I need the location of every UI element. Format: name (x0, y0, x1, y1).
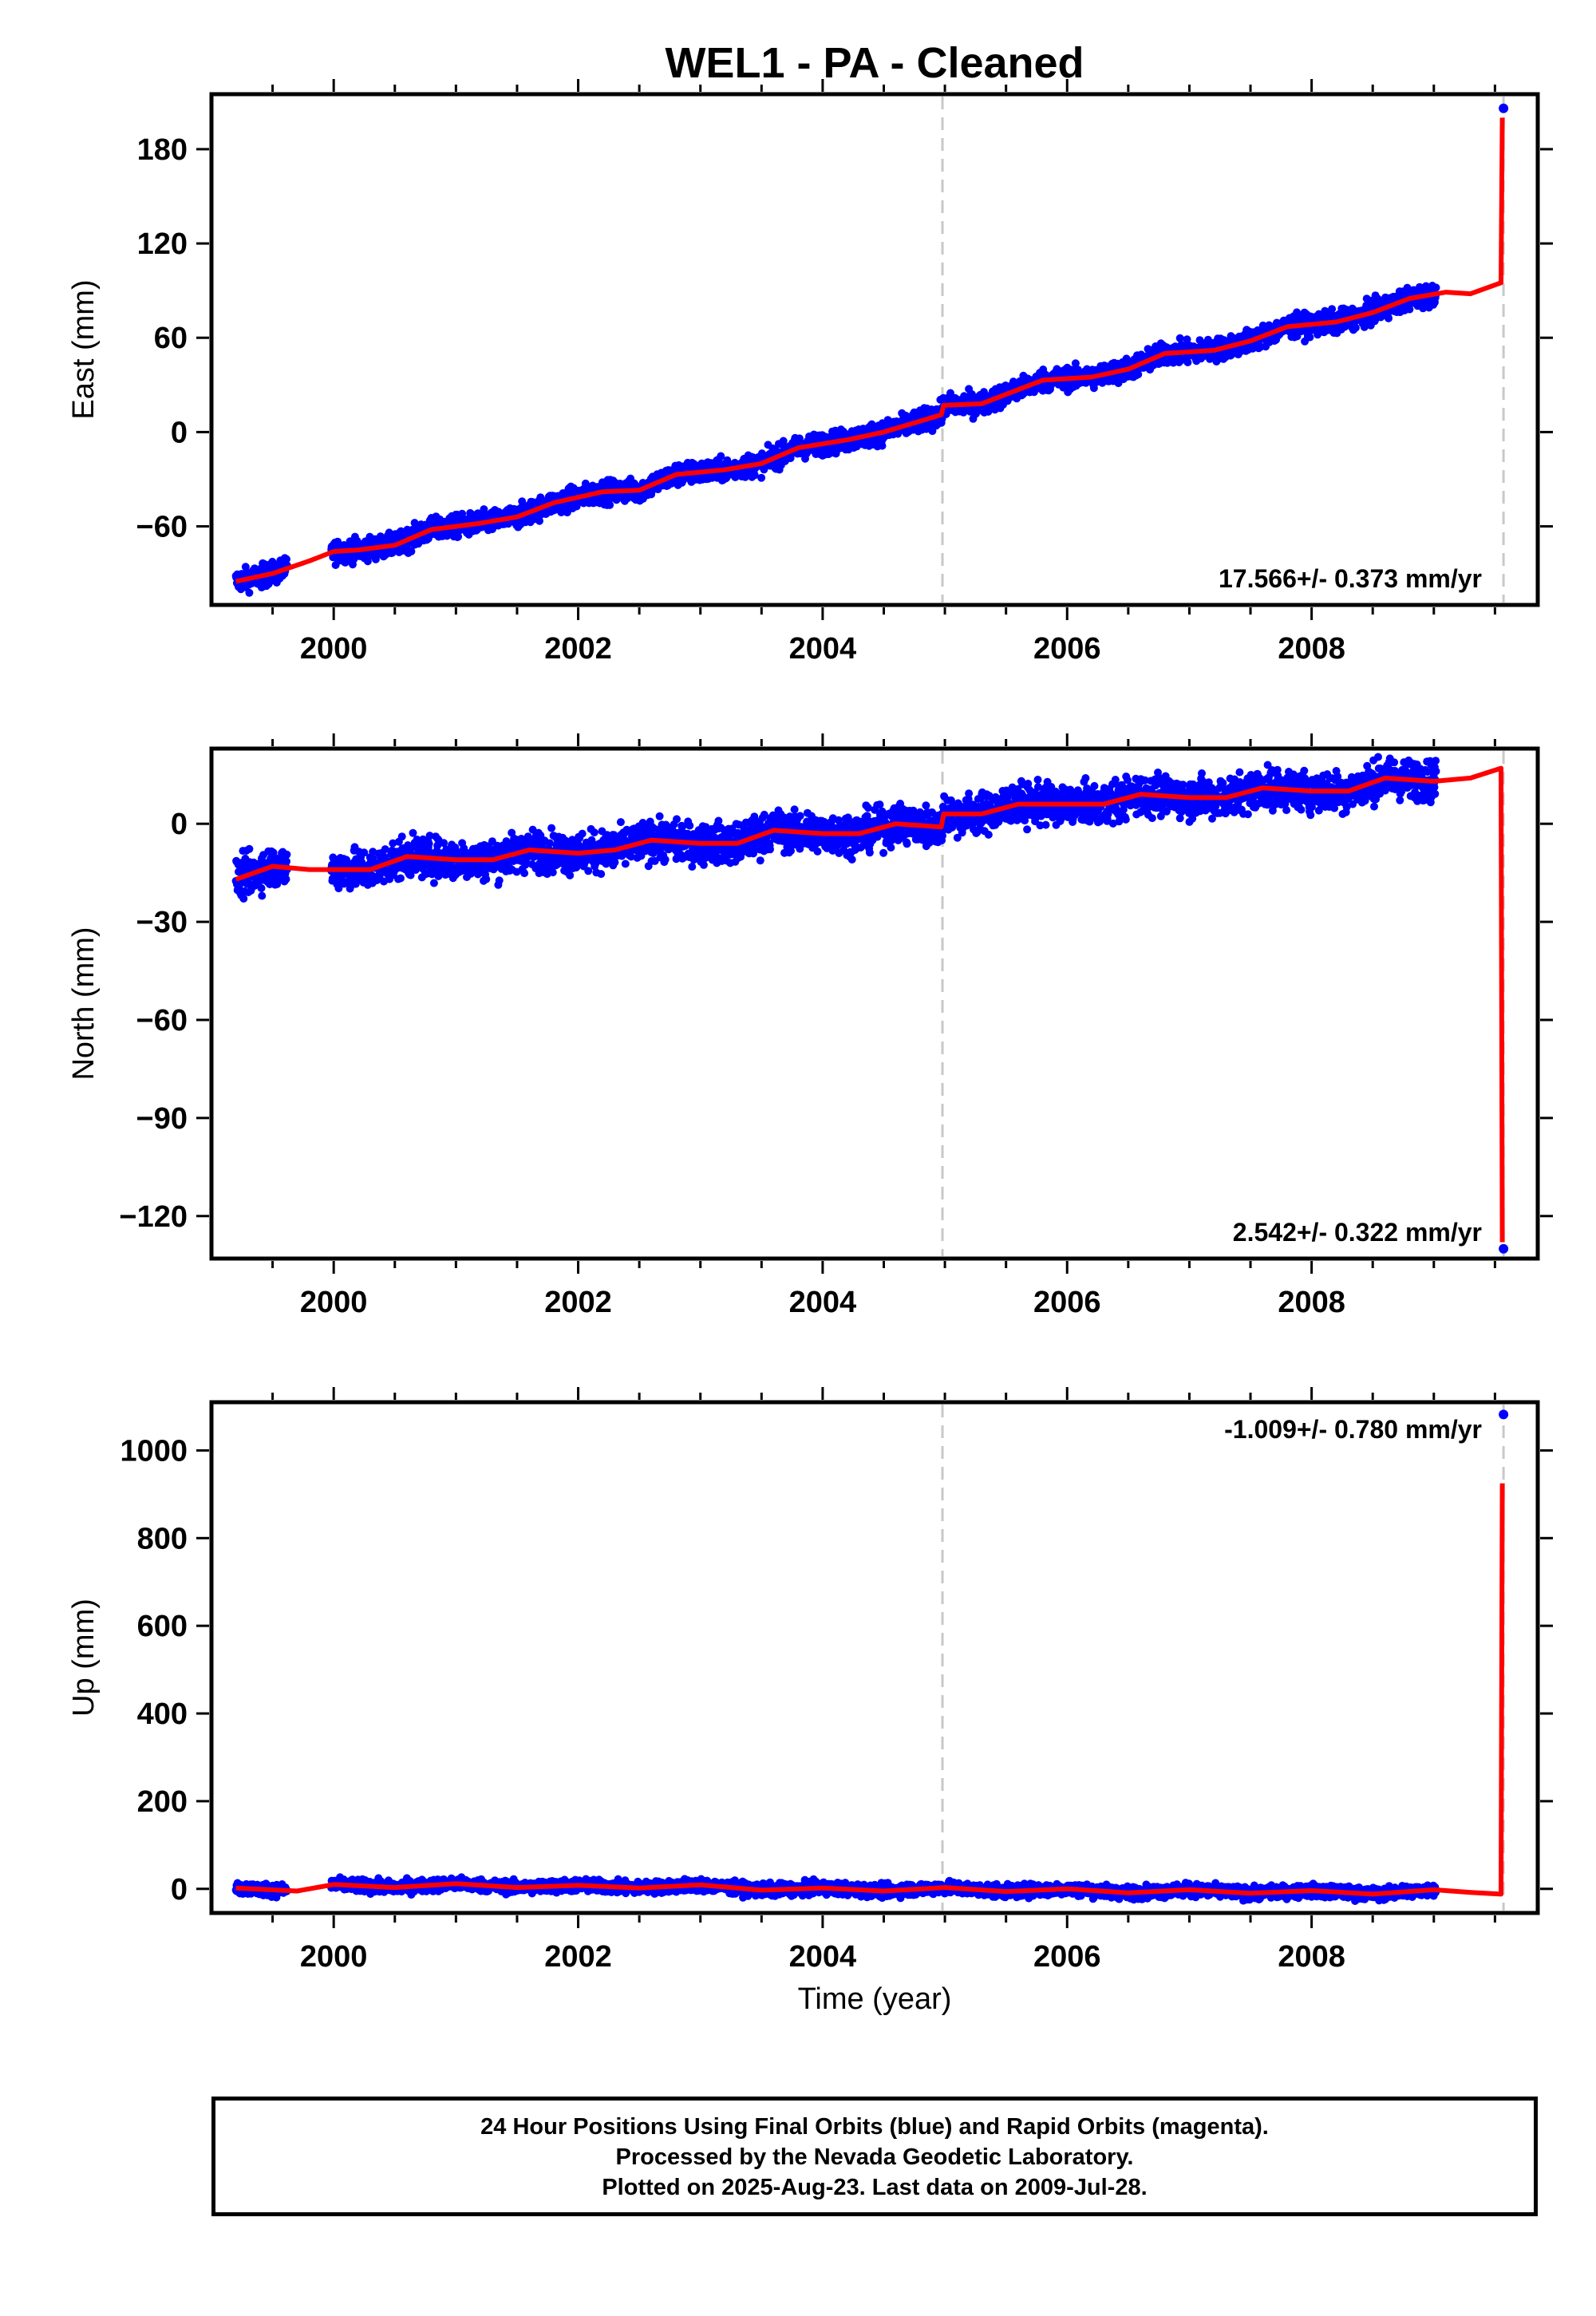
daily-position-point (245, 588, 254, 597)
daily-position-point (1183, 358, 1192, 366)
y-tick-label: 0 (171, 416, 188, 449)
model-curve-east (235, 117, 1505, 584)
daily-position-point (616, 818, 625, 827)
daily-position-point (597, 870, 606, 879)
daily-position-point (397, 832, 406, 841)
daily-position-point (371, 555, 380, 563)
daily-position-point (673, 815, 681, 824)
daily-position-point (779, 437, 788, 445)
daily-position-point (282, 850, 291, 859)
x-tick-label: 2008 (1278, 632, 1345, 666)
daily-position-point (578, 829, 587, 838)
daily-position-point (714, 816, 723, 825)
daily-positions-east (231, 103, 1509, 597)
daily-position-point (661, 856, 670, 864)
daily-position-point (1385, 314, 1393, 322)
daily-position-point (535, 516, 543, 525)
daily-position-point (757, 473, 766, 482)
daily-position-point (520, 869, 529, 878)
y-tick-label: 120 (137, 227, 188, 261)
daily-position-point (1351, 323, 1360, 332)
daily-positions-north (231, 753, 1509, 1254)
daily-position-point (688, 863, 697, 871)
panel-east: 2000 2002 2004 2006 2008 −60 0 60 120 180 East (mm… (67, 79, 1553, 666)
daily-position-point (245, 844, 254, 853)
daily-position-point (454, 532, 463, 541)
daily-position-point (584, 867, 593, 875)
daily-position-point (407, 547, 416, 555)
daily-position-point (717, 452, 725, 460)
y-axis-label-east: East (mm) (67, 279, 101, 419)
x-tick-label: 2006 (1033, 632, 1101, 666)
y-tick-label: 180 (137, 133, 188, 167)
daily-position-point (581, 479, 590, 488)
y-tick-label: 60 (154, 322, 188, 355)
panel-north: 2000 2002 2004 2006 2008−120−90−60−300North … (67, 733, 1553, 1319)
daily-position-point (258, 891, 267, 900)
daily-position-point (385, 528, 393, 537)
x-tick-label: 2002 (544, 632, 612, 666)
daily-position-point (397, 874, 405, 883)
daily-position-point (685, 821, 694, 830)
daily-position-point (621, 860, 630, 868)
velocity-label-east: 17.566+/- 0.373 mm/yr (1219, 564, 1482, 593)
daily-position-point (750, 471, 759, 480)
daily-position-point (590, 828, 598, 837)
daily-position-point (429, 879, 438, 887)
y-tick-label: −60 (136, 511, 188, 544)
daily-position-point (766, 845, 774, 854)
daily-position-point (282, 875, 290, 883)
daily-position-point (756, 856, 764, 865)
daily-position-point (699, 860, 708, 869)
daily-position-point (495, 876, 504, 885)
daily-position-point (239, 895, 248, 903)
daily-position-point (566, 871, 575, 879)
daily-position-point (655, 812, 664, 820)
x-tick-label: 2004 (789, 632, 857, 666)
daily-position-point (410, 519, 419, 528)
daily-position-point (878, 441, 887, 450)
daily-position-point (425, 840, 433, 848)
daily-position-point (482, 875, 491, 883)
daily-position-point (606, 500, 614, 509)
x-tick-label: 2000 (300, 632, 368, 666)
daily-position-point (547, 824, 556, 832)
daily-position-point (1432, 283, 1440, 292)
daily-position-point (282, 555, 290, 563)
outlier-point (1499, 103, 1509, 113)
figure-title: WEL1 - PA - Cleaned (665, 39, 1084, 87)
daily-position-point (257, 883, 266, 892)
daily-position-point (282, 857, 290, 866)
